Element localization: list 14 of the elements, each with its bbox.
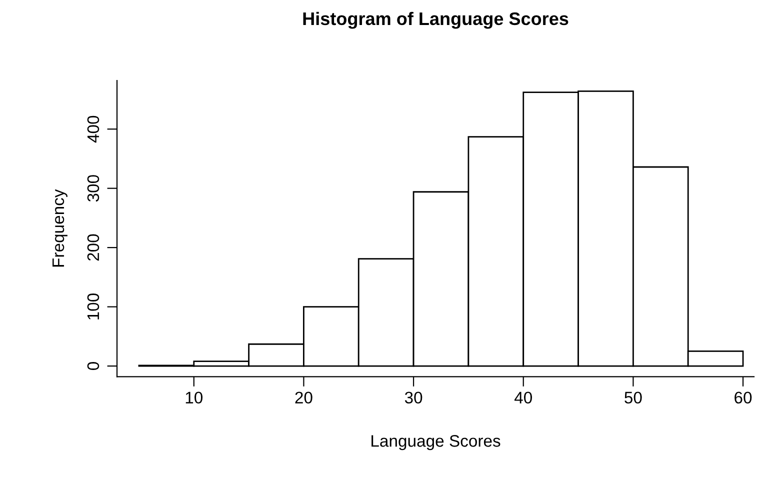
x-tick-label: 60 xyxy=(734,392,752,404)
chart-title: Histogram of Language Scores xyxy=(303,12,568,29)
x-tick-label: 30 xyxy=(404,392,422,404)
x-axis-title: Language Scores xyxy=(372,435,500,450)
y-tick-label: 100 xyxy=(87,294,100,320)
x-tick-label: 40 xyxy=(514,392,532,404)
y-tick-label: 400 xyxy=(87,116,100,143)
x-tick-label: 10 xyxy=(186,392,202,404)
y-tick-label: 300 xyxy=(87,175,100,202)
y-tick-label: 200 xyxy=(87,234,100,261)
y-tick-label: 0 xyxy=(87,362,100,370)
x-tick-label: 20 xyxy=(295,392,312,404)
y-axis-title: Frequency xyxy=(52,189,68,267)
x-tick-label: 50 xyxy=(624,392,642,404)
